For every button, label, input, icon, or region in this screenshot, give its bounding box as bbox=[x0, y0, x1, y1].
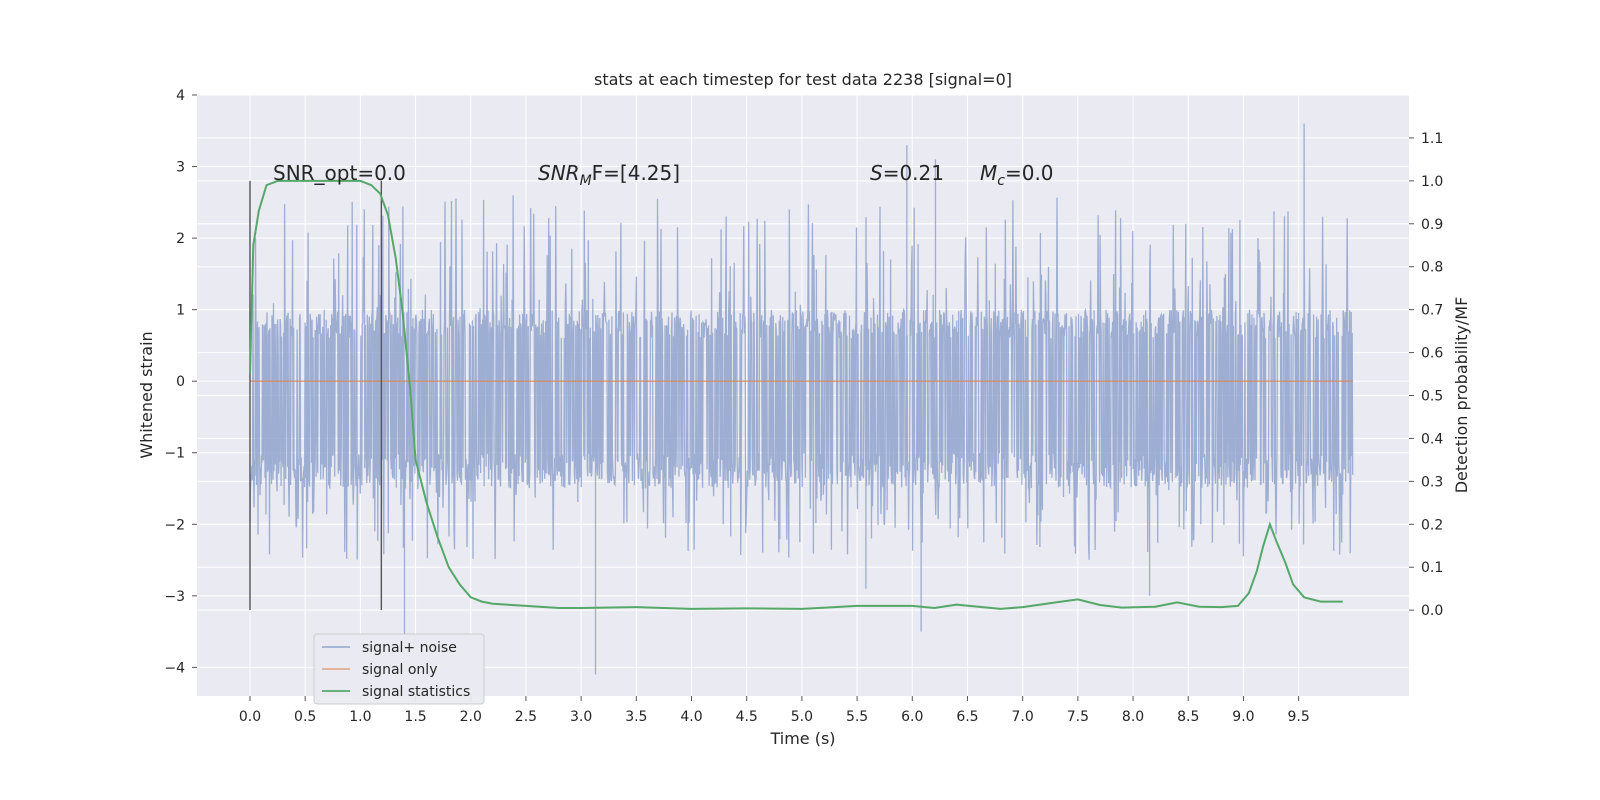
x-tick-label: 3.0 bbox=[570, 709, 592, 725]
annotation-s: S=0.21 bbox=[870, 161, 944, 185]
s-base: S bbox=[870, 161, 883, 185]
noise-trace bbox=[249, 123, 1354, 675]
annotation-snr-mf: SNRMF=[4.25] bbox=[538, 161, 680, 189]
y-tick-label: 2 bbox=[176, 231, 185, 247]
x-tick-label: 9.0 bbox=[1232, 709, 1254, 725]
x-tick-label: 7.0 bbox=[1012, 709, 1034, 725]
y-ticks-right: 1.1 1.0 0.9 0.8 0.7 0.6 0.5 0.4 0.3 0.2 0.1 0.0 bbox=[1409, 131, 1443, 619]
y-right-tick-label: 0.7 bbox=[1421, 303, 1443, 319]
y-tick-label: −1 bbox=[164, 446, 185, 462]
y-tick-label: −4 bbox=[164, 660, 185, 676]
x-tick-label: 1.5 bbox=[404, 709, 426, 725]
y-right-tick-label: 0.2 bbox=[1421, 517, 1443, 533]
legend-label-stats: signal statistics bbox=[362, 684, 470, 700]
y-right-tick-label: 1.1 bbox=[1421, 131, 1443, 147]
y-right-tick-label: 0.4 bbox=[1421, 431, 1443, 447]
time-markers bbox=[249, 180, 383, 611]
x-tick-label: 0.0 bbox=[239, 709, 261, 725]
y-tick-label: 4 bbox=[176, 88, 185, 104]
y-right-tick-label: 0.1 bbox=[1421, 560, 1443, 576]
snr-mf-sub: M bbox=[580, 173, 592, 189]
annotation-snr-opt: SNR_opt=0.0 bbox=[273, 161, 406, 185]
snr-mf-base: SNR bbox=[538, 161, 580, 185]
y-right-tick-label: 0.8 bbox=[1421, 260, 1443, 276]
y-ticks: 4 3 2 1 0 −1 −2 −3 −4 bbox=[164, 88, 197, 676]
legend-label-signal-only: signal only bbox=[362, 662, 437, 678]
mc-base: M bbox=[980, 161, 997, 185]
x-tick-label: 2.5 bbox=[515, 709, 537, 725]
s-rest: =0.21 bbox=[883, 161, 944, 185]
x-ticks: 0.0 0.5 1.0 1.5 2.0 2.5 3.0 3.5 4.0 4.5 5.0 5.5 6.0 6… bbox=[239, 696, 1310, 725]
x-axis-label: Time (s) bbox=[769, 729, 835, 748]
x-tick-label: 6.5 bbox=[956, 709, 978, 725]
chart-title: stats at each timestep for test data 223… bbox=[594, 70, 1012, 89]
y-right-tick-label: 0.9 bbox=[1421, 217, 1443, 233]
series-signal-statistics bbox=[249, 179, 1343, 610]
series-signal-noise bbox=[249, 123, 1354, 675]
y-right-tick-label: 1.0 bbox=[1421, 174, 1443, 190]
legend-label-noise: signal+ noise bbox=[362, 640, 457, 656]
y-tick-label: −3 bbox=[164, 589, 185, 605]
y-tick-label: 0 bbox=[176, 374, 185, 390]
x-tick-label: 5.0 bbox=[791, 709, 813, 725]
y-axis-label: Whitened strain bbox=[137, 331, 156, 458]
y-right-tick-label: 0.6 bbox=[1421, 346, 1443, 362]
mc-sub: c bbox=[997, 173, 1005, 189]
x-tick-label: 4.0 bbox=[680, 709, 702, 725]
x-tick-label: 0.5 bbox=[294, 709, 316, 725]
annotation-mc: Mc=0.0 bbox=[980, 161, 1054, 189]
y-tick-label: 1 bbox=[176, 303, 185, 319]
x-tick-label: 4.5 bbox=[736, 709, 758, 725]
x-tick-label: 8.5 bbox=[1177, 709, 1199, 725]
x-tick-label: 6.0 bbox=[901, 709, 923, 725]
y-axis-right-label: Detection probability/MF bbox=[1452, 297, 1471, 494]
x-tick-label: 9.5 bbox=[1287, 709, 1309, 725]
statistics-line bbox=[249, 179, 1343, 610]
mc-rest: =0.0 bbox=[1005, 161, 1054, 185]
y-tick-label: 3 bbox=[176, 160, 185, 176]
x-tick-label: 5.5 bbox=[846, 709, 868, 725]
x-tick-label: 3.5 bbox=[625, 709, 647, 725]
x-tick-label: 1.0 bbox=[349, 709, 371, 725]
x-tick-label: 7.5 bbox=[1067, 709, 1089, 725]
y-tick-label: −2 bbox=[164, 517, 185, 533]
legend: signal+ noise signal only signal statist… bbox=[313, 633, 485, 705]
y-right-tick-label: 0.5 bbox=[1421, 389, 1443, 405]
y-right-tick-label: 0.0 bbox=[1421, 603, 1443, 619]
y-right-tick-label: 0.3 bbox=[1421, 474, 1443, 490]
snr-mf-rest: F=[4.25] bbox=[592, 161, 680, 185]
x-tick-label: 8.0 bbox=[1122, 709, 1144, 725]
x-tick-label: 2.0 bbox=[460, 709, 482, 725]
